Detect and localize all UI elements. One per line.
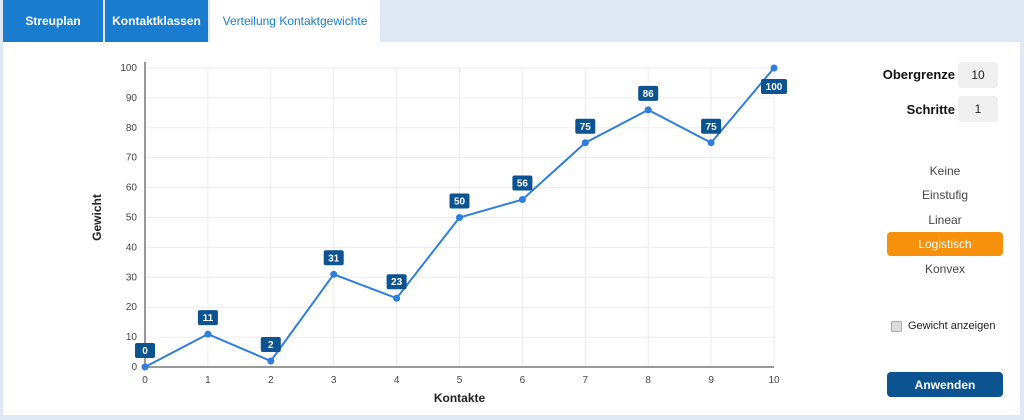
- x-tick-label: 4: [394, 375, 400, 386]
- data-label: 50: [454, 197, 466, 208]
- x-tick-label: 6: [520, 375, 526, 386]
- data-label: 75: [580, 122, 592, 133]
- data-point: [204, 330, 212, 338]
- data-label-box: [323, 250, 344, 266]
- data-point: [456, 214, 463, 221]
- data-label-box: [135, 343, 155, 358]
- data-label-box: [575, 118, 596, 134]
- data-label-box: [638, 85, 659, 101]
- data-point: [267, 357, 275, 365]
- y-tick-label: 100: [120, 63, 137, 74]
- y-tick-label: 60: [126, 183, 138, 194]
- tab-verteilung-kontaktgewichte[interactable]: Verteilung Kontaktgewichte: [210, 0, 380, 42]
- upper-limit-label: Obergrenze: [882, 67, 955, 82]
- option-keine[interactable]: Keine: [929, 164, 961, 178]
- data-point: [581, 139, 589, 147]
- y-axis-title: Gewicht: [90, 194, 104, 241]
- upper-limit-input[interactable]: [958, 62, 998, 88]
- y-tick-label: 30: [126, 272, 138, 283]
- apply-button[interactable]: Anwenden: [887, 372, 1003, 397]
- data-label: 23: [391, 277, 403, 288]
- y-tick-label: 20: [126, 302, 138, 313]
- data-point: [770, 64, 778, 72]
- data-point: [707, 139, 715, 147]
- data-label-box: [260, 337, 281, 353]
- option-einstufig[interactable]: Einstufig: [921, 188, 969, 202]
- data-label: 31: [328, 253, 340, 264]
- tab-bar: Streuplan Kontaktklassen Verteilung Kont…: [0, 0, 1024, 42]
- data-point: [518, 196, 526, 204]
- data-label: 2: [268, 340, 274, 351]
- data-label-box: [449, 193, 470, 209]
- data-label-box: [761, 79, 787, 94]
- y-tick-label: 10: [126, 332, 138, 343]
- data-label: 100: [766, 82, 783, 93]
- data-label: 86: [643, 89, 655, 100]
- data-point: [644, 106, 652, 114]
- x-tick-label: 0: [142, 375, 148, 386]
- x-tick-label: 9: [708, 375, 714, 386]
- x-tick-label: 7: [583, 375, 589, 386]
- data-point: [330, 270, 338, 278]
- tab-kontaktklassen[interactable]: Kontaktklassen: [105, 0, 208, 42]
- option-linear[interactable]: Linear: [928, 213, 962, 227]
- x-tick-label: 10: [768, 375, 780, 386]
- x-tick-label: 3: [331, 375, 337, 386]
- y-tick-label: 90: [126, 93, 138, 104]
- y-tick-label: 0: [131, 362, 137, 373]
- show-weight-checkbox[interactable]: [891, 320, 902, 332]
- steps-label: Schritte: [906, 102, 955, 117]
- tab-streuplan[interactable]: Streuplan: [3, 0, 103, 42]
- data-label: 0: [142, 346, 148, 357]
- data-label: 11: [203, 313, 214, 324]
- option-logistisch[interactable]: Logistisch: [887, 232, 1003, 256]
- data-label: 56: [517, 179, 529, 190]
- data-label-box: [701, 118, 722, 134]
- data-label-box: [512, 175, 533, 191]
- data-point: [393, 294, 401, 302]
- y-tick-label: 50: [126, 213, 138, 224]
- show-weight-toggle[interactable]: Gewicht anzeigen: [891, 320, 995, 332]
- data-label-box: [386, 274, 407, 290]
- x-axis-title: Kontakte: [434, 391, 486, 405]
- y-tick-label: 40: [126, 242, 138, 253]
- content-panel: 0 10 20 30 40 50 60 70 80 90 100 0 1 2 3 4 5 6 7 8 9 10 Kontak…: [3, 42, 1020, 415]
- data-label: 75: [706, 122, 718, 133]
- data-point: [141, 363, 149, 371]
- x-tick-label: 8: [645, 375, 651, 386]
- option-konvex[interactable]: Konvex: [924, 262, 966, 276]
- y-tick-label: 80: [126, 123, 138, 134]
- data-label-box: [197, 310, 218, 326]
- x-tick-label: 5: [457, 375, 463, 386]
- show-weight-label: Gewicht anzeigen: [908, 320, 996, 332]
- x-tick-label: 1: [205, 375, 211, 386]
- x-tick-label: 2: [268, 375, 274, 386]
- y-tick-label: 70: [126, 153, 138, 164]
- steps-input[interactable]: [958, 96, 998, 122]
